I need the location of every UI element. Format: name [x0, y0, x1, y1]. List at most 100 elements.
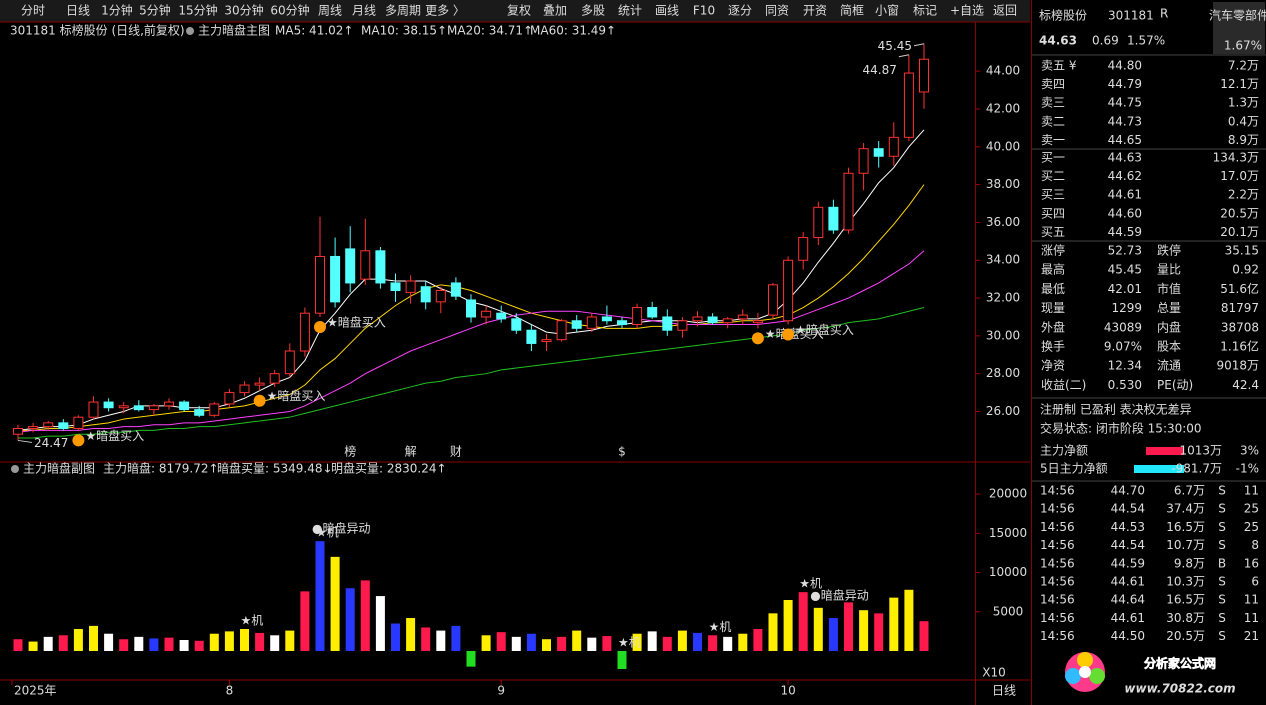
volume-bar: [708, 635, 718, 651]
ma-label: MA10: 38.15↑: [361, 24, 447, 38]
stock-code: 301181: [1108, 9, 1154, 23]
stat-label: 股本: [1157, 340, 1181, 354]
trade-count: 11: [1244, 611, 1259, 625]
volume-bar: [240, 629, 249, 651]
period-tab[interactable]: 60分钟: [270, 3, 309, 18]
stat-value: 43089: [1104, 320, 1142, 334]
candle-body: [511, 318, 522, 331]
stat-label: 市值: [1157, 281, 1181, 296]
event-marker[interactable]: 解: [405, 445, 417, 459]
book-price: 44.63: [1108, 151, 1142, 165]
sector: 汽车零部件: [1209, 8, 1266, 23]
volume-bar: [104, 633, 114, 651]
period-tab[interactable]: 周线: [318, 4, 342, 18]
book-label: 买四: [1041, 206, 1065, 220]
tool-button[interactable]: 画线: [655, 4, 679, 18]
volume-bar: [391, 623, 400, 651]
candle-body: [58, 422, 69, 430]
period-tab[interactable]: 更多 〉: [425, 4, 465, 18]
trade-count: 11: [1244, 593, 1259, 607]
event-marker[interactable]: $: [618, 445, 626, 459]
tool-button[interactable]: 统计: [618, 4, 642, 18]
stat-value: 0.530: [1108, 378, 1142, 392]
volume-bar: [587, 637, 597, 651]
tool-button[interactable]: 多股: [581, 4, 605, 18]
y-tick-label: 32.00: [986, 291, 1020, 305]
stat-value: 1.16亿: [1220, 339, 1259, 354]
tool-button[interactable]: 同资: [765, 4, 789, 18]
tool-button[interactable]: 小窗: [875, 4, 899, 18]
period-tab[interactable]: 5分钟: [139, 3, 171, 18]
trade-volume: 37.4万: [1166, 502, 1205, 516]
trade-time: 14:56: [1040, 575, 1075, 589]
candle-body: [224, 392, 235, 405]
ma-line: [18, 307, 925, 439]
stat-value: 45.45: [1108, 263, 1142, 277]
tool-button[interactable]: +自选: [950, 4, 984, 18]
candle-body: [481, 310, 492, 318]
sector-box[interactable]: [1213, 2, 1265, 54]
period-tab[interactable]: 15分钟: [178, 3, 217, 18]
volume-bar: [919, 621, 929, 651]
volume-bar: [768, 613, 778, 651]
event-marker[interactable]: 榜: [344, 444, 356, 459]
trade-volume: 9.8万: [1174, 556, 1205, 570]
stat-label: 现量: [1041, 301, 1065, 315]
candle-body: [405, 280, 416, 293]
period-tab[interactable]: 日线: [66, 4, 90, 18]
book-volume: 1.3万: [1228, 96, 1259, 110]
book-volume: 2.2万: [1228, 188, 1259, 202]
candle-body: [496, 312, 507, 320]
stat-label: 跌停: [1157, 243, 1181, 258]
trade-side: S: [1218, 538, 1226, 552]
book-label: 卖一: [1041, 133, 1065, 147]
trade-side: S: [1218, 575, 1226, 589]
tool-button[interactable]: 逐分: [728, 4, 752, 18]
signal-icon: [253, 394, 266, 407]
tool-button[interactable]: 标记: [913, 4, 937, 18]
stat-label: 流通: [1157, 359, 1181, 373]
tool-button[interactable]: 简框: [840, 4, 864, 18]
volume-bar: [436, 630, 446, 651]
indicator-name: 主力暗盘副图: [23, 461, 95, 476]
tool-button[interactable]: 返回: [993, 4, 1017, 18]
period-tab[interactable]: 分时: [21, 4, 45, 18]
period-tab[interactable]: 1分钟: [101, 3, 133, 18]
trade-count: 6: [1251, 575, 1259, 589]
tool-button[interactable]: 复权: [507, 4, 531, 18]
period-tab[interactable]: 30分钟: [224, 3, 263, 18]
trade-volume: 6.7万: [1174, 484, 1205, 498]
volume-bar: [255, 632, 265, 651]
trade-volume: 30.8万: [1166, 611, 1205, 625]
event-marker[interactable]: 财: [450, 445, 462, 459]
period-tab[interactable]: 多周期: [385, 4, 421, 18]
candle-body: [677, 320, 688, 331]
book-price: 44.62: [1108, 169, 1142, 183]
stat-label: 净资: [1041, 359, 1065, 373]
trade-price: 44.54: [1111, 502, 1145, 516]
period-tab[interactable]: 月线: [352, 4, 376, 18]
candle-body: [315, 255, 325, 314]
flow-bar: [1146, 447, 1184, 455]
trade-count: 11: [1244, 484, 1259, 498]
volume-bar: [451, 625, 461, 651]
tool-button[interactable]: 叠加: [543, 4, 567, 18]
candle-body: [813, 206, 824, 239]
trade-count: 25: [1244, 502, 1259, 516]
watermark-site: www.70822.com: [1124, 682, 1235, 696]
tool-button[interactable]: 开资: [803, 4, 827, 18]
trade-time: 14:56: [1040, 593, 1075, 607]
tool-button[interactable]: F10: [693, 4, 715, 18]
extreme-line: [898, 54, 909, 58]
stat-value: 52.73: [1108, 244, 1142, 258]
book-price: 44.60: [1108, 206, 1142, 220]
extreme-line: [913, 43, 925, 47]
candle-body: [375, 250, 386, 284]
logo: [1065, 652, 1105, 692]
x-tick-label: 10: [780, 684, 795, 698]
trade-volume: 20.5万: [1166, 629, 1205, 643]
book-price: 44.61: [1108, 188, 1142, 202]
volume-bar: [300, 591, 310, 651]
book-label: 买五: [1041, 225, 1065, 239]
